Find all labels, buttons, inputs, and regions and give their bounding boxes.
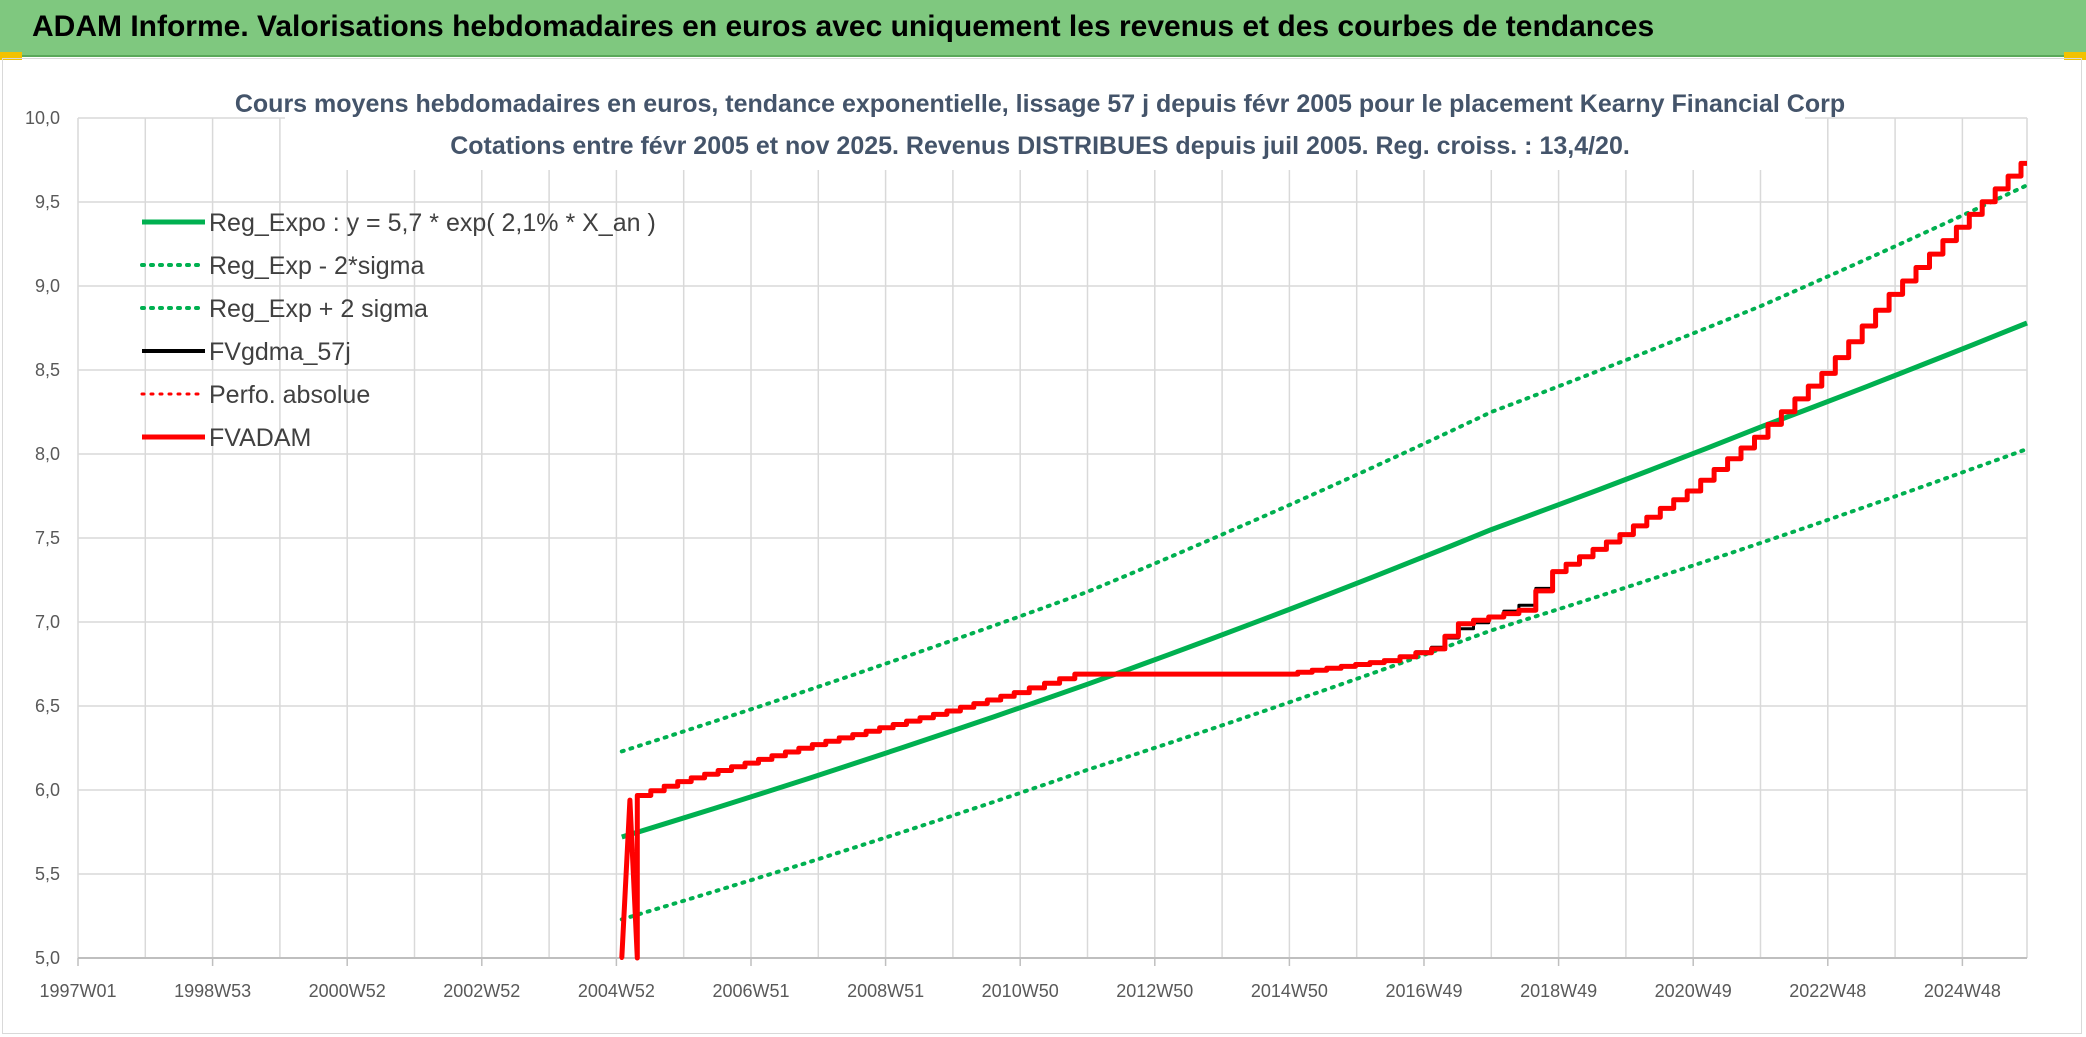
legend-label: FVADAM bbox=[209, 424, 311, 452]
x-tick-label: 2014W50 bbox=[1251, 981, 1328, 1001]
x-tick-label: 2004W52 bbox=[578, 981, 655, 1001]
y-tick-label: 9,0 bbox=[35, 276, 60, 296]
title-background bbox=[285, 90, 1805, 170]
gridlines bbox=[77, 117, 2028, 959]
y-tick-label: 7,0 bbox=[35, 612, 60, 632]
x-tick-label: 2022W48 bbox=[1789, 981, 1866, 1001]
x-tick-label: 2018W49 bbox=[1520, 981, 1597, 1001]
x-tick-label: 1998W53 bbox=[174, 981, 251, 1001]
legend: Reg_Expo : y = 5,7 * exp( 2,1% * X_an ) R… bbox=[140, 209, 656, 452]
chart-subtitle: Cotations entre févr 2005 et nov 2025. R… bbox=[450, 132, 1630, 160]
chart-title: Cours moyens hebdomadaires en euros, ten… bbox=[235, 90, 1845, 118]
legend-label: Reg_Expo : y = 5,7 * exp( 2,1% * X_an ) bbox=[209, 209, 656, 237]
x-tick-label: 1997W01 bbox=[39, 981, 116, 1001]
y-tick-label: 9,5 bbox=[35, 192, 60, 212]
series-line-1 bbox=[621, 320, 2028, 840]
chart-frame bbox=[2, 58, 2082, 1034]
x-tick-label: 2006W51 bbox=[712, 981, 789, 1001]
series-line-3 bbox=[619, 183, 2029, 754]
y-tick-label: 8,0 bbox=[35, 444, 60, 464]
report-header: ADAM Informe. Valorisations hebdomadaire… bbox=[0, 0, 2086, 57]
x-tick-label: 2002W52 bbox=[443, 981, 520, 1001]
x-tick-label: 2020W49 bbox=[1655, 981, 1732, 1001]
report-title: ADAM Informe. Valorisations hebdomadaire… bbox=[32, 10, 1655, 43]
x-tick-label: 2012W50 bbox=[1116, 981, 1193, 1001]
x-axis-ticks: 1997W01 1998W53 2000W52 2002W52 2004W52 2006W… bbox=[39, 958, 2001, 1001]
x-tick-label: 2024W48 bbox=[1924, 981, 2001, 1001]
series-line-4 bbox=[620, 161, 2027, 960]
series-line-2 bbox=[619, 447, 2029, 922]
legend-label: FVgdma_57j bbox=[209, 338, 351, 366]
y-tick-label: 7,5 bbox=[35, 528, 60, 548]
y-tick-label: 6,5 bbox=[35, 696, 60, 716]
legend-label: Perfo. absolue bbox=[209, 381, 370, 409]
legend-label: Reg_Exp - 2*sigma bbox=[209, 252, 424, 280]
y-tick-label: 6,0 bbox=[35, 780, 60, 800]
x-tick-label: 2010W50 bbox=[982, 981, 1059, 1001]
series-line-6 bbox=[619, 160, 2027, 961]
series-line-5 bbox=[619, 161, 2029, 960]
legend-label: Reg_Exp + 2 sigma bbox=[209, 295, 428, 323]
series-lines bbox=[619, 160, 2029, 961]
y-axis-ticks: 5,0 5,5 6,0 6,5 7,0 7,5 8,0 8,5 9,0 9,5 10,0 bbox=[25, 108, 60, 968]
y-tick-label: 10,0 bbox=[25, 108, 60, 128]
y-tick-label: 8,5 bbox=[35, 360, 60, 380]
x-tick-label: 2016W49 bbox=[1385, 981, 1462, 1001]
corner-marker bbox=[2064, 52, 2086, 60]
x-tick-label: 2008W51 bbox=[847, 981, 924, 1001]
corner-marker bbox=[0, 52, 22, 60]
y-tick-label: 5,0 bbox=[35, 948, 60, 968]
x-tick-label: 2000W52 bbox=[309, 981, 386, 1001]
y-tick-label: 5,5 bbox=[35, 864, 60, 884]
